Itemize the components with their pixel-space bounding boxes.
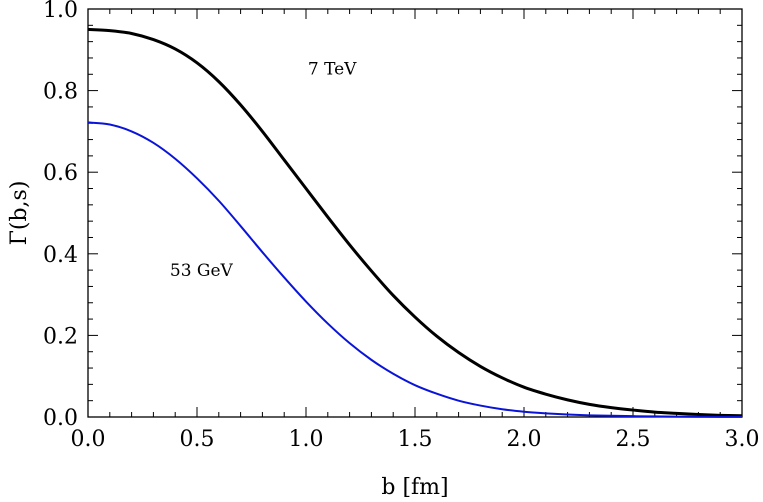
tick-labels: 0.0 0.5 1.0 1.5 2.0 2.5 3.0 0.0 0.2 0.4 0.6 0.8 1.0 <box>43 0 760 452</box>
x-tick-label: 0.5 <box>180 427 215 452</box>
x-tick-label: 2.0 <box>507 427 542 452</box>
curve-label: 53 GeV <box>170 261 234 281</box>
axis-ticks <box>87 8 743 418</box>
curve-annotations: 7 TeV 53 GeV <box>170 59 357 281</box>
y-tick-label: 0.0 <box>43 406 78 431</box>
x-tick-label: 3.0 <box>725 427 760 452</box>
y-tick-label: 0.8 <box>43 80 78 105</box>
y-tick-label: 0.4 <box>43 243 78 268</box>
x-tick-label: 0.0 <box>71 427 106 452</box>
curve-label: 7 TeV <box>308 59 357 79</box>
x-axis-label: b [fm] <box>381 475 448 500</box>
y-tick-label: 0.2 <box>43 324 78 349</box>
x-tick-label: 2.5 <box>616 427 651 452</box>
x-tick-label: 1.5 <box>398 427 433 452</box>
series-line-7-tev <box>87 27 743 418</box>
y-tick-label: 1.0 <box>43 0 78 23</box>
curves <box>87 27 743 418</box>
x-tick-label: 1.0 <box>289 427 324 452</box>
y-axis-label: Γ(b,s) <box>7 181 32 246</box>
plot-frame <box>87 8 743 418</box>
y-tick-label: 0.6 <box>43 161 78 186</box>
series-line-53-gev <box>87 121 743 418</box>
